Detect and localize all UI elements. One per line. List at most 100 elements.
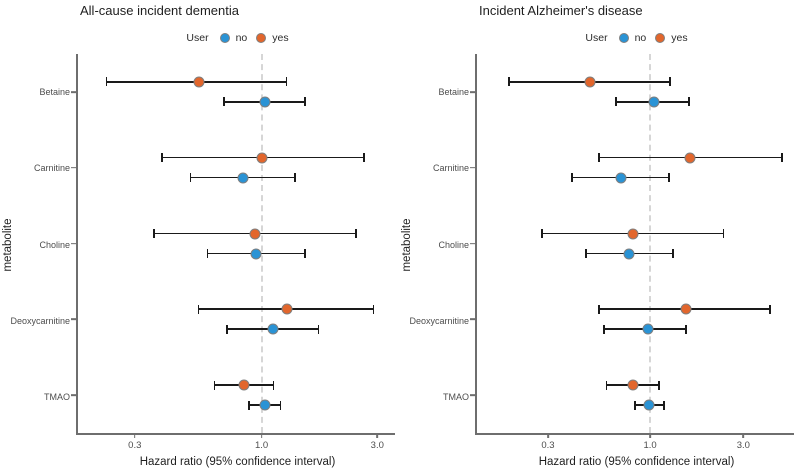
point-no bbox=[237, 172, 249, 184]
point-yes bbox=[584, 76, 596, 88]
point-yes bbox=[627, 379, 639, 391]
legend-label-no: no bbox=[235, 32, 248, 44]
legend-title: User bbox=[186, 32, 209, 44]
error-bar-cap bbox=[223, 97, 225, 107]
error-bar-cap bbox=[303, 97, 306, 107]
reference-line bbox=[649, 54, 652, 433]
x-tick-label: 1.0 bbox=[643, 440, 657, 451]
point-yes bbox=[680, 303, 692, 315]
error-bar-cap bbox=[248, 400, 250, 410]
legend-dot-no-icon bbox=[219, 33, 230, 43]
legend-label-yes: yes bbox=[272, 32, 289, 44]
y-axis-tick bbox=[71, 91, 76, 93]
error-bar-cap bbox=[303, 249, 306, 258]
point-yes bbox=[684, 152, 696, 164]
reference-line bbox=[260, 54, 263, 433]
error-bar-cap bbox=[285, 77, 288, 87]
category-label: Deoxycarnitine bbox=[10, 315, 70, 326]
error-bar-cap bbox=[598, 153, 601, 163]
category-label: TMAO bbox=[443, 391, 469, 402]
error-bar-cap bbox=[672, 249, 674, 258]
y-axis-tick bbox=[470, 91, 475, 93]
category-label: Choline bbox=[39, 239, 70, 250]
error-bar-cap bbox=[197, 304, 200, 314]
x-axis-title: Hazard ratio (95% confidence interval) bbox=[139, 456, 336, 468]
error-bar-cap bbox=[585, 249, 587, 258]
error-bar-cap bbox=[279, 400, 282, 410]
error-bar-cap bbox=[687, 97, 690, 107]
error-bar-cap bbox=[781, 153, 784, 163]
error-bar-cap bbox=[722, 229, 725, 238]
x-tick-label: 3.0 bbox=[370, 440, 384, 451]
x-tick-label: 0.3 bbox=[541, 440, 555, 451]
error-bar-cap bbox=[541, 229, 543, 238]
x-axis-tick bbox=[260, 433, 263, 438]
point-no bbox=[643, 399, 655, 411]
plot-row: metabolite Betaine Carnitine Choline Deoxyc… bbox=[399, 54, 798, 451]
panel-all-cause-dementia: All-cause incident dementia User no yes … bbox=[0, 3, 399, 468]
x-axis-tick bbox=[133, 433, 136, 438]
y-axis-category-labels: Betaine Carnitine Choline Deoxycarnitine TMA… bbox=[10, 54, 76, 435]
error-bar-cap bbox=[602, 324, 605, 334]
y-axis-tick bbox=[470, 318, 475, 321]
category-label: TMAO bbox=[44, 391, 70, 402]
y-axis-tick bbox=[71, 318, 76, 321]
x-axis-title: Hazard ratio (95% confidence interval) bbox=[538, 456, 735, 468]
error-bar-cap bbox=[161, 153, 164, 163]
y-axis-tick bbox=[71, 242, 76, 245]
x-axis-tick bbox=[742, 433, 745, 438]
error-bar-cap bbox=[615, 97, 617, 107]
error-bar-cap bbox=[657, 380, 660, 390]
legend-dot-yes-icon bbox=[655, 33, 666, 43]
y-axis-tick bbox=[71, 166, 76, 169]
error-bar-cap bbox=[768, 304, 771, 314]
error-bar-cap bbox=[206, 249, 209, 258]
category-label: Deoxycarnitine bbox=[409, 315, 469, 326]
category-label: Carnitine bbox=[432, 163, 469, 174]
point-no bbox=[259, 399, 271, 411]
point-no bbox=[250, 248, 262, 259]
legend-label-no: no bbox=[634, 32, 647, 44]
legend-item-no: no bbox=[618, 32, 647, 44]
point-no bbox=[259, 96, 271, 108]
error-bar-cap bbox=[213, 380, 216, 390]
category-label: Betaine bbox=[39, 87, 70, 98]
point-yes bbox=[193, 76, 205, 88]
point-no bbox=[267, 323, 279, 335]
error-bar-cap bbox=[189, 173, 192, 183]
legend-item-yes: yes bbox=[256, 32, 289, 44]
error-bar-cap bbox=[669, 77, 672, 87]
error-bar-cap bbox=[685, 324, 687, 334]
point-no bbox=[642, 323, 654, 335]
point-no bbox=[648, 96, 660, 108]
y-axis-category-labels: Betaine Carnitine Choline Deoxycarnitine TMA… bbox=[409, 54, 475, 435]
plot-row: metabolite Betaine Carnitine Choline Deoxyc… bbox=[0, 54, 399, 451]
y-axis-tick bbox=[470, 394, 475, 396]
error-bar-cap bbox=[663, 400, 665, 410]
error-bar-cap bbox=[272, 380, 275, 390]
x-tick-label: 1.0 bbox=[254, 440, 269, 451]
plot-area: 0.3 1.0 3.0 bbox=[71, 54, 395, 451]
legend: User no yes bbox=[475, 22, 798, 54]
panel-title: All-cause incident dementia bbox=[80, 3, 239, 18]
error-bar-cap bbox=[634, 400, 636, 410]
error-bar-cap bbox=[668, 173, 670, 183]
x-tick-label: 3.0 bbox=[736, 440, 750, 451]
category-label: Choline bbox=[438, 239, 469, 250]
panel-incident-alzheimers: Incident Alzheimer's disease User no yes… bbox=[399, 0, 798, 475]
panel-title: Incident Alzheimer's disease bbox=[479, 3, 643, 18]
legend-label-yes: yes bbox=[671, 32, 688, 44]
point-no bbox=[623, 248, 635, 259]
y-axis-tick bbox=[470, 166, 475, 169]
y-axis-tick bbox=[71, 394, 76, 396]
error-bar-cap bbox=[225, 324, 228, 334]
x-axis-tick bbox=[649, 433, 651, 438]
error-bar-cap bbox=[605, 380, 608, 390]
error-bar-cap bbox=[105, 77, 108, 87]
point-no bbox=[615, 172, 627, 184]
legend-title: User bbox=[585, 32, 608, 44]
error-bar-cap bbox=[571, 173, 574, 183]
legend: User no yes bbox=[76, 22, 399, 54]
x-tick-label: 0.3 bbox=[128, 440, 142, 451]
